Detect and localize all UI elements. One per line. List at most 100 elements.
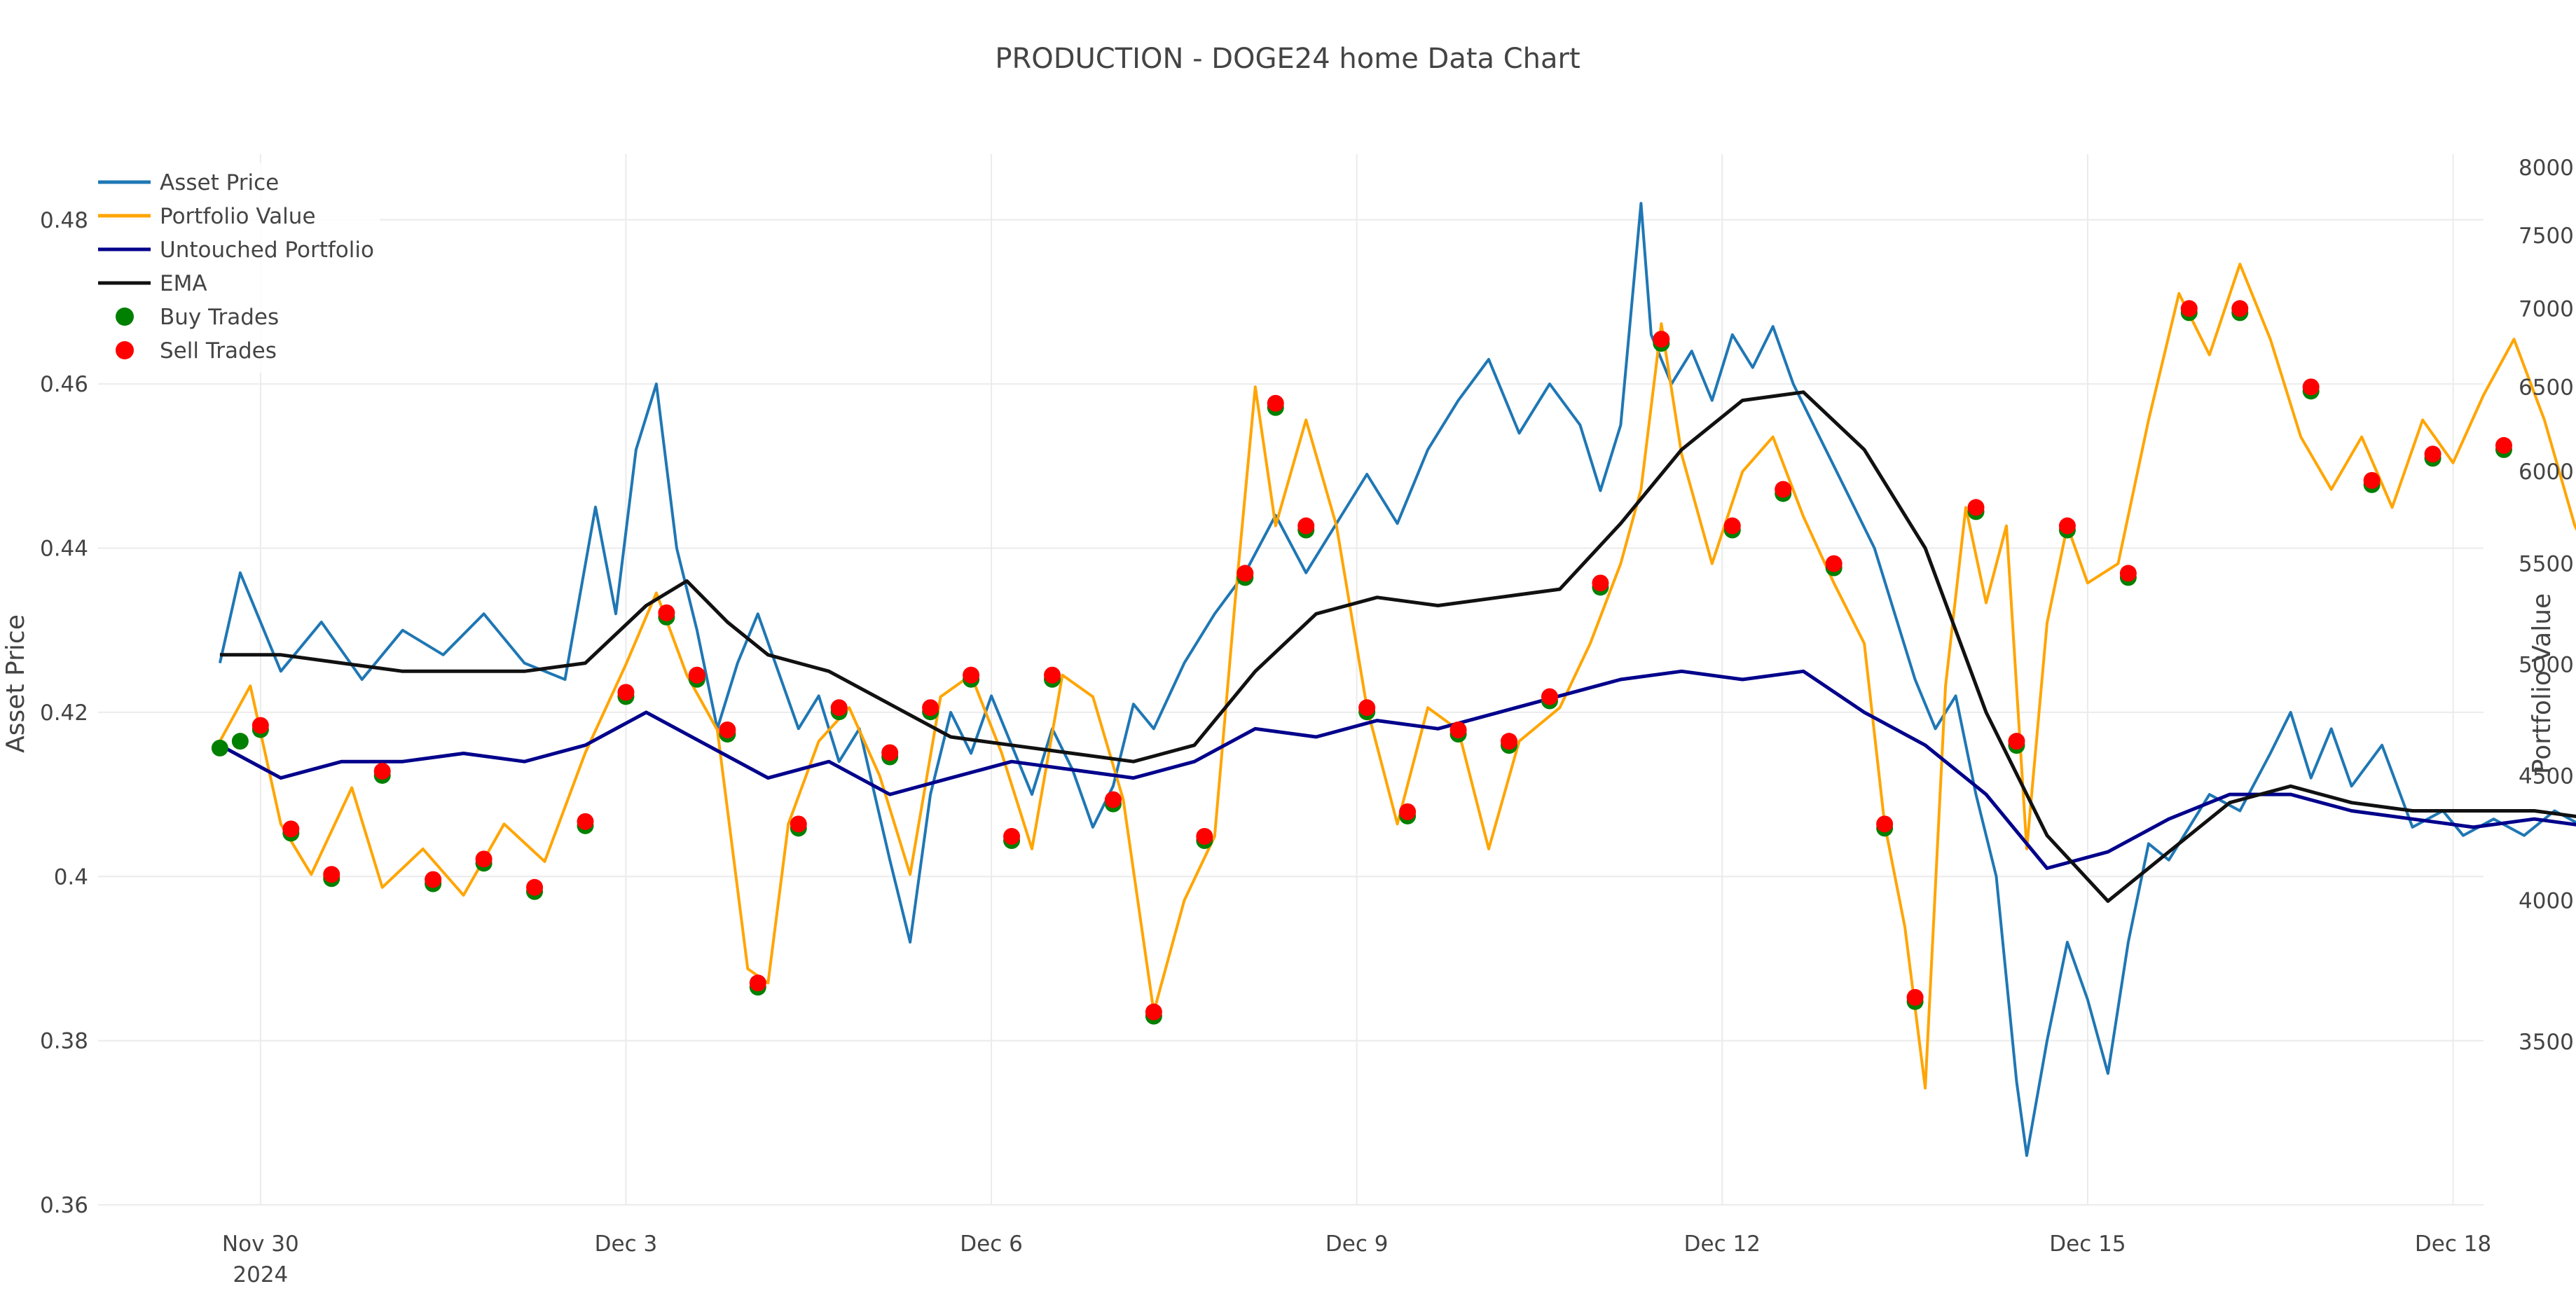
legend-item-ema[interactable]: EMA <box>98 271 207 296</box>
sell-trade-marker <box>830 699 848 717</box>
sell-trade-marker <box>1237 565 1254 582</box>
sell-trade-marker <box>2180 300 2198 317</box>
x-tick-label: Dec 6 <box>960 1231 1023 1257</box>
sell-trade-marker <box>2008 733 2025 750</box>
y2-tick-label: 7000 <box>2519 296 2574 322</box>
legend-label: EMA <box>160 271 207 296</box>
legend-item-untouched-portfolio[interactable]: Untouched Portfolio <box>98 237 374 263</box>
sell-trade-marker <box>1449 721 1467 738</box>
legend-label: Portfolio Value <box>160 204 316 229</box>
asset-price-line <box>218 202 2576 1157</box>
sell-trade-marker <box>1044 666 1061 684</box>
sell-trade-marker <box>749 974 766 992</box>
legend-item-portfolio-value[interactable]: Portfolio Value <box>98 204 316 229</box>
sell-trade-marker <box>2119 565 2137 582</box>
chart-title: PRODUCTION - DOGE24 home Data Chart <box>995 43 1580 75</box>
sell-trade-marker <box>1267 394 1284 412</box>
sell-trade-marker <box>1906 988 1924 1006</box>
x-tick-label: Dec 9 <box>1325 1231 1389 1257</box>
grid-layer <box>98 154 2484 1206</box>
sell-trade-marker <box>252 717 269 734</box>
y-tick-label: 0.46 <box>40 372 88 397</box>
ema-line <box>219 390 2576 903</box>
sell-trade-marker <box>425 871 442 888</box>
sell-trade-marker <box>1825 555 1843 572</box>
y-tick-label: 0.42 <box>40 700 88 726</box>
y2-tick-label: 7500 <box>2519 223 2574 249</box>
sell-trade-marker <box>2058 517 2076 534</box>
y-tick-label: 0.48 <box>40 208 88 233</box>
sell-trade-marker <box>1541 688 1558 705</box>
sell-trade-marker <box>2495 436 2512 454</box>
sell-trade-marker <box>2302 378 2320 396</box>
y2-axis-title: Portfolio Value <box>2528 593 2556 774</box>
legend-item-buy-trades[interactable]: Buy Trades <box>116 305 279 330</box>
sell-trade-marker <box>282 820 300 838</box>
sell-trade-marker <box>1723 517 1741 534</box>
x-tick-label: Dec 15 <box>2049 1231 2126 1257</box>
sell-trade-marker <box>688 666 705 684</box>
sell-trade-marker <box>1592 574 1609 592</box>
sell-trade-marker <box>1399 803 1417 820</box>
sell-trade-marker <box>1145 1003 1162 1021</box>
legend-item-sell-trades[interactable]: Sell Trades <box>116 338 277 364</box>
sell-trade-marker <box>1196 827 1213 845</box>
sell-trade-marker <box>323 866 340 883</box>
buy-trade-marker <box>231 733 249 750</box>
sell-trade-marker <box>719 721 736 738</box>
sell-trade-marker <box>1876 815 1894 833</box>
sell-trade-marker <box>790 815 807 833</box>
sell-trade-marker <box>2363 471 2381 489</box>
buy-trade-marker <box>211 739 228 757</box>
sell-trade-marker <box>1775 481 1792 498</box>
sell-trade-marker <box>1297 517 1315 534</box>
sell-trade-marker <box>922 699 939 717</box>
x-tick-sublabel: 2024 <box>233 1262 288 1287</box>
sell-trade-marker <box>1358 699 1376 717</box>
y2-tick-label: 6000 <box>2519 460 2574 485</box>
y2-tick-label: 4500 <box>2519 764 2574 789</box>
sell-trade-marker <box>1104 791 1122 808</box>
legend-background <box>92 163 380 373</box>
marker-layer <box>211 300 2512 1025</box>
sell-trade-marker <box>1003 827 1021 845</box>
sell-trade-marker <box>658 604 675 621</box>
y2-tick-label: 8000 <box>2519 156 2574 181</box>
untouched-portfolio-line <box>219 669 2576 870</box>
sell-trade-marker <box>577 813 594 830</box>
sell-trade-marker <box>881 744 899 761</box>
sell-trade-marker <box>2231 300 2249 317</box>
legend-label: Buy Trades <box>160 305 279 330</box>
sell-trade-marker <box>1501 733 1518 750</box>
legend-label: Asset Price <box>160 170 279 195</box>
y2-tick-label: 3500 <box>2519 1030 2574 1055</box>
series-layer <box>218 202 2576 1157</box>
legend-item-asset-price[interactable]: Asset Price <box>98 170 279 195</box>
x-tick-label: Dec 18 <box>2415 1231 2491 1257</box>
sell-trade-marker <box>1653 331 1670 348</box>
y-tick-label: 0.44 <box>40 537 88 562</box>
y-tick-label: 0.4 <box>54 864 88 890</box>
legend-label: Untouched Portfolio <box>160 237 374 263</box>
y2-tick-label: 5500 <box>2519 552 2574 577</box>
axis-layer: Nov 30 2024 Dec 3 Dec 6 Dec 9 Dec 12 Dec 15 Dec… <box>40 156 2574 1287</box>
legend[interactable]: Asset Price Portfolio Value Untouched Port… <box>92 163 380 373</box>
y-tick-label: 0.38 <box>40 1029 88 1054</box>
x-tick-label: Nov 30 <box>222 1231 299 1257</box>
sell-trade-marker <box>617 684 635 701</box>
sell-trade-marker <box>373 762 391 780</box>
x-tick-label: Dec 3 <box>595 1231 658 1257</box>
sell-trade-marker <box>963 666 980 684</box>
sell-trade-marker <box>1967 499 1985 516</box>
sell-trade-marker <box>475 850 493 868</box>
legend-label: Sell Trades <box>160 338 277 364</box>
portfolio-value-line <box>219 263 2576 1090</box>
y2-tick-label: 4000 <box>2519 889 2574 914</box>
y-tick-label: 0.36 <box>40 1193 88 1218</box>
sell-trade-marker <box>526 878 544 896</box>
y-axis-title: Asset Price <box>1 614 30 753</box>
legend-swatch <box>116 341 134 359</box>
sell-trade-marker <box>2424 446 2441 463</box>
